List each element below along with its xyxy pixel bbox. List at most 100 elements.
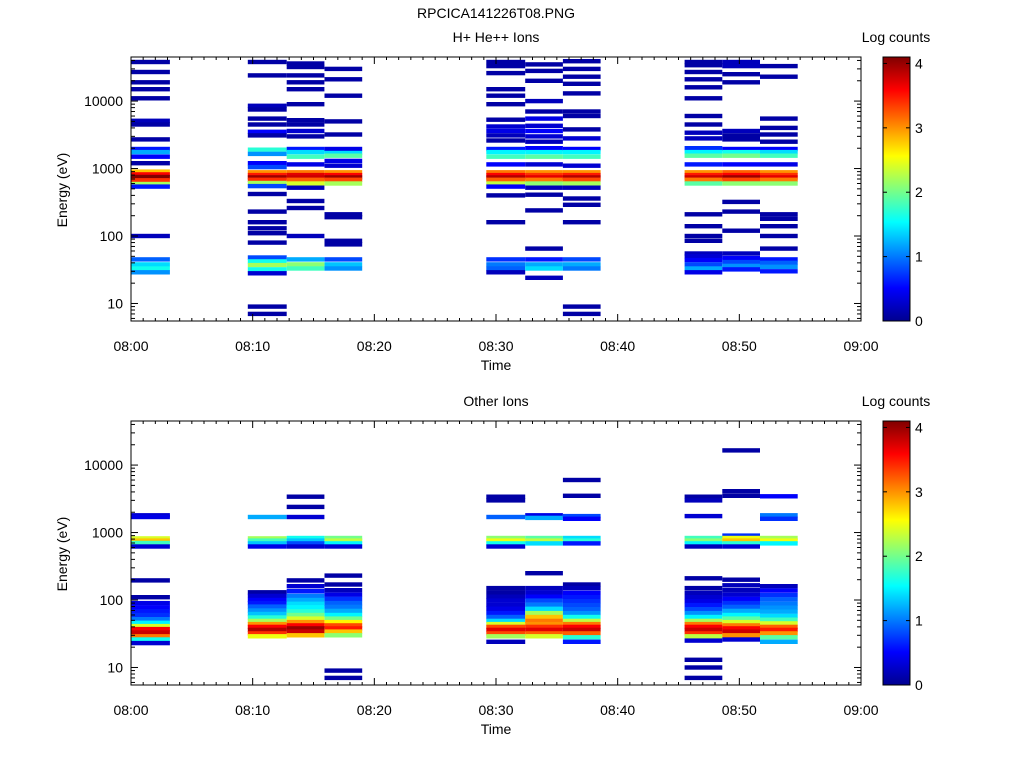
x-tick-label: 08:30	[478, 338, 513, 354]
colorbar-tick-label: 2	[915, 548, 923, 564]
heatmap-cell	[760, 639, 798, 644]
heatmap-cell	[486, 590, 526, 595]
heatmap-cell	[684, 162, 723, 167]
colorbar-label: Log counts	[862, 393, 931, 409]
heatmap-cell	[525, 116, 563, 121]
heatmap-cell	[562, 639, 601, 644]
heatmap-cell	[525, 109, 563, 114]
heatmap-cell	[760, 224, 798, 229]
heatmap-cell	[486, 63, 526, 69]
heatmap-cell	[722, 604, 760, 610]
heatmap-cell	[525, 181, 563, 186]
heatmap-cell	[131, 266, 170, 271]
heatmap-cell	[722, 533, 760, 538]
heatmap-cell	[684, 266, 723, 271]
heatmap-cell	[760, 116, 798, 121]
heatmap-cell	[286, 154, 325, 159]
heatmap-cell	[760, 74, 798, 79]
heatmap-cell	[247, 170, 287, 175]
heatmap-cell	[286, 73, 325, 78]
heatmap-cell	[247, 226, 287, 231]
heatmap-cell	[760, 513, 798, 518]
heatmap-cell	[684, 638, 723, 643]
heatmap-cell	[684, 498, 723, 503]
axes: 08:00 08:10 08:20 08:30 08:40 08:50 09:00 10 100…	[84, 420, 879, 718]
heatmap-cell	[247, 514, 287, 520]
heatmap-cell	[722, 267, 760, 272]
heatmap-cell	[486, 498, 526, 503]
heatmap-cell	[486, 193, 526, 198]
heatmap-cell	[131, 146, 170, 152]
heatmap-cell	[684, 175, 723, 180]
heatmap-cell	[722, 209, 760, 214]
heatmap-cell	[486, 175, 526, 180]
heatmap-cell	[525, 192, 563, 197]
panel-other-ions: Other Ions Log counts Time Energy (eV) 0…	[54, 393, 930, 737]
heatmap-cell	[684, 170, 723, 175]
heatmap-cell	[562, 493, 601, 498]
heatmap-cell	[684, 270, 723, 275]
heatmap-cell	[525, 177, 563, 182]
heatmap-cell	[722, 544, 760, 549]
heatmap-cell	[324, 626, 363, 631]
heatmap-cell	[684, 675, 723, 681]
heatmap-cell	[760, 177, 798, 182]
heatmap-cell	[286, 257, 325, 262]
heatmap-cell	[247, 631, 287, 636]
heatmap-cell	[562, 81, 601, 86]
heatmap-cell	[131, 169, 170, 174]
heatmap-cell	[486, 170, 526, 175]
heatmap-cell	[722, 633, 760, 638]
heatmap-cell	[684, 149, 723, 155]
heatmap-cell	[684, 177, 723, 182]
y-tick-label: 100	[100, 228, 124, 244]
heatmap-cell	[247, 615, 287, 620]
heatmap-cell	[525, 610, 563, 616]
heatmap-cell	[131, 233, 170, 239]
heatmap-cell	[525, 98, 563, 104]
heatmap-cell	[286, 494, 325, 499]
x-tick-label: 09:00	[843, 702, 878, 718]
heatmap-cell	[286, 623, 325, 628]
heatmap-cell	[324, 619, 363, 625]
heatmap-cell	[486, 138, 526, 143]
heatmap-cell	[525, 606, 563, 611]
heatmap-cell	[486, 535, 526, 541]
heatmap-cell	[486, 172, 526, 178]
heatmap-cell	[486, 606, 526, 611]
heatmap-cell	[247, 624, 287, 630]
heatmap-cell	[525, 262, 563, 267]
heatmap-cell	[486, 117, 526, 122]
heatmap-cell	[684, 85, 723, 90]
heatmap-cell	[286, 262, 325, 267]
heatmap-cell	[324, 596, 363, 602]
heatmap-cell	[486, 87, 526, 92]
x-tick-label: 08:00	[113, 702, 148, 718]
heatmap-cell	[684, 538, 723, 543]
heatmap-cell	[722, 72, 760, 77]
colorbar-tick-label: 0	[915, 313, 923, 329]
x-tick-label: 08:40	[600, 338, 635, 354]
heatmap-cell	[247, 604, 287, 609]
heatmap-cell	[247, 621, 287, 627]
heatmap-cell	[722, 616, 760, 621]
heatmap-cell	[760, 146, 798, 152]
heatmap-cell	[684, 254, 723, 259]
heatmap-cell	[525, 139, 563, 144]
heatmap-cell	[286, 233, 325, 239]
heatmap-cell	[684, 541, 723, 546]
heatmap-cell	[525, 162, 563, 167]
heatmap-cell	[684, 181, 723, 186]
heatmap-cell	[247, 240, 287, 245]
heatmap-cell	[760, 605, 798, 610]
heatmap-cell	[247, 590, 287, 595]
heatmap-cell	[131, 605, 170, 610]
heatmap-cell	[324, 612, 363, 618]
panel-h-he-ions: H+ He++ Ions Log counts Time Energy (eV)…	[54, 29, 930, 373]
heatmap-cell	[131, 178, 170, 183]
heatmap-cell	[324, 150, 363, 156]
heatmap-cell	[247, 151, 287, 157]
x-axis-label: Time	[481, 721, 512, 737]
heatmap-cell	[247, 634, 287, 639]
heatmap-cell	[525, 631, 563, 636]
